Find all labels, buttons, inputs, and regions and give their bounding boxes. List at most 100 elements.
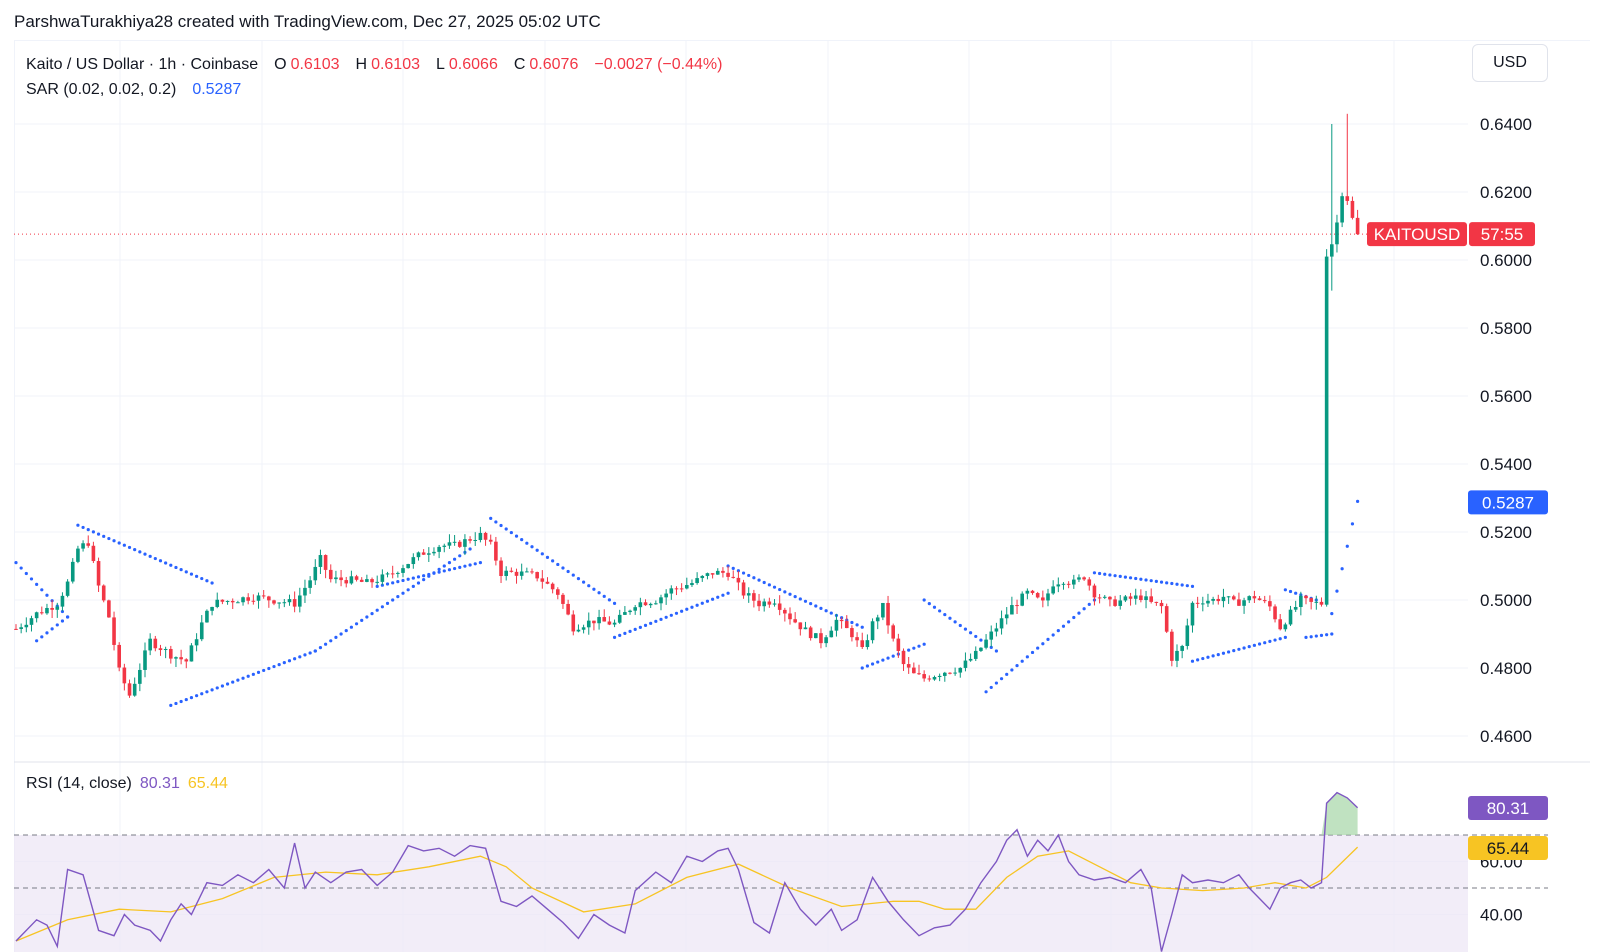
sar-dot <box>396 595 400 599</box>
candle-body <box>788 613 792 620</box>
sar-dot <box>1206 655 1210 659</box>
sar-dot <box>530 545 534 549</box>
candle-body <box>762 601 766 607</box>
sar-dot <box>788 592 792 596</box>
candle-body <box>664 593 668 598</box>
sar-dot <box>200 692 204 696</box>
candle-body <box>483 532 488 540</box>
sar-dot <box>1314 634 1318 638</box>
candle-body <box>385 573 390 575</box>
candle-body <box>401 568 405 573</box>
sar-dot <box>953 620 957 624</box>
sar-dot <box>468 547 472 551</box>
sar-dot <box>969 631 973 635</box>
candle-body <box>1118 600 1123 606</box>
candle-body <box>519 571 524 576</box>
candle-body <box>1195 602 1200 604</box>
candle-body <box>199 622 204 640</box>
sar-dot <box>927 602 931 606</box>
sar-dot <box>1345 544 1349 548</box>
rsi-value: 80.31 <box>139 775 180 792</box>
rsi-tag: 80.31 <box>1487 799 1530 818</box>
candle-body <box>1077 577 1081 580</box>
candle-body <box>70 561 75 582</box>
candle-body <box>1113 599 1117 606</box>
candle-body <box>715 570 720 575</box>
candle-body <box>654 603 658 605</box>
candle-body <box>328 569 333 580</box>
rsi-overbought-band <box>14 834 1548 952</box>
candle-body <box>659 597 663 604</box>
candle-body <box>607 621 612 625</box>
candle-body <box>396 572 400 574</box>
candle-body <box>1056 584 1061 587</box>
candle-body <box>556 589 560 595</box>
candle-body <box>1350 200 1355 218</box>
candle-body <box>1180 645 1184 651</box>
sar-dot <box>912 646 916 650</box>
sar-dot <box>762 580 766 585</box>
sar-dot <box>628 629 632 633</box>
sar-dot <box>1185 584 1189 588</box>
candle-body <box>1004 614 1009 619</box>
candle-body <box>215 599 220 607</box>
candle-body <box>1010 605 1014 615</box>
candle-body <box>189 645 194 662</box>
candle-body <box>746 593 751 596</box>
sar-dot <box>1010 668 1014 672</box>
candle-body <box>370 579 374 583</box>
sar-dot <box>241 676 245 680</box>
countdown-tag: 57:55 <box>1481 225 1524 244</box>
sar-dot <box>107 536 111 541</box>
sar-dot <box>1103 572 1107 576</box>
sar-dot <box>442 569 446 573</box>
sar-dot <box>453 566 457 571</box>
sar-dot <box>1082 607 1086 611</box>
sar-dot <box>458 554 462 558</box>
currency-button[interactable]: USD <box>1472 44 1548 82</box>
sar-dot <box>60 609 65 614</box>
rsi-label[interactable]: RSI (14, close) <box>26 775 132 792</box>
sar-dot <box>938 609 942 613</box>
sar-dot <box>360 618 364 623</box>
sar-dot <box>860 666 864 670</box>
sar-dot <box>721 593 725 597</box>
sar-dot <box>1077 611 1081 615</box>
candle-body <box>143 650 147 670</box>
candle-body <box>1170 631 1174 661</box>
sar-dot <box>45 593 49 597</box>
sar-dot <box>649 621 653 625</box>
price-tick-label: 0.4600 <box>1480 727 1532 746</box>
candle-body <box>50 607 54 610</box>
candle-body <box>850 628 854 638</box>
candle-body <box>1082 577 1086 580</box>
sar-dot <box>427 572 431 577</box>
sar-dot <box>298 655 302 659</box>
candle-body <box>1030 590 1035 594</box>
sar-dot <box>447 568 452 572</box>
sar-dot <box>680 609 684 613</box>
sar-dot <box>344 629 348 633</box>
candle-body <box>1278 619 1282 630</box>
candle-body <box>628 610 632 613</box>
sar-label[interactable]: SAR (0.02, 0.02, 0.2) <box>26 81 177 98</box>
sar-dot <box>999 677 1004 681</box>
sar-dot <box>757 578 761 582</box>
sar-dot <box>102 534 106 538</box>
candle-body <box>566 603 570 615</box>
sar-dot <box>50 627 54 631</box>
parabolic-sar-series <box>14 499 1360 708</box>
sar-dot <box>453 557 457 561</box>
candle-body <box>96 561 101 586</box>
candle-body <box>1293 607 1298 610</box>
sar-dot <box>922 598 926 602</box>
candle-body <box>1242 600 1246 606</box>
candle-body <box>1133 595 1138 599</box>
sar-dot <box>287 659 292 663</box>
symbol-title[interactable]: Kaito / US Dollar · 1h · Coinbase <box>26 56 259 73</box>
rsi-ma-line <box>15 846 1359 942</box>
sar-dot <box>143 552 147 556</box>
candle-body <box>1355 217 1360 235</box>
sar-dot <box>447 561 452 565</box>
